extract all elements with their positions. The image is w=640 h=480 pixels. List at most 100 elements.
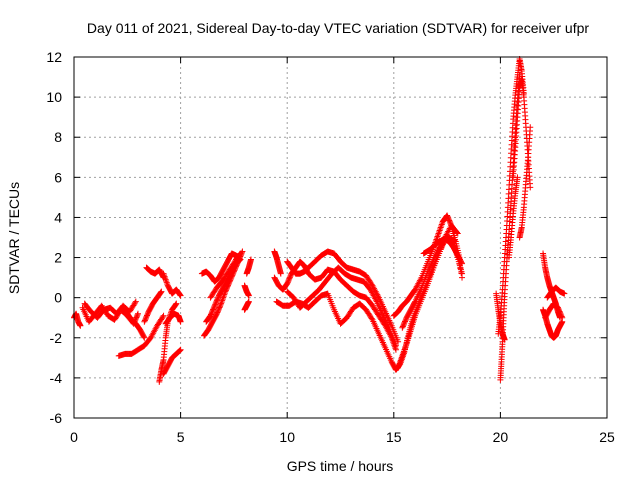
data-point (368, 315, 375, 322)
data-point (142, 314, 149, 321)
data-point (446, 218, 453, 225)
data-series-track-09 (160, 346, 184, 377)
data-series-track-16 (241, 282, 252, 299)
data-point (212, 301, 219, 308)
data-point (514, 174, 521, 181)
data-series-track-20 (271, 258, 399, 353)
data-point (215, 306, 222, 313)
data-point (561, 290, 568, 297)
data-point (217, 301, 224, 308)
data-point (207, 311, 214, 318)
data-point (445, 216, 452, 223)
data-series-track-31 (510, 76, 534, 191)
data-point (157, 289, 164, 296)
data-point (208, 310, 215, 317)
data-point (559, 314, 566, 321)
data-point (446, 217, 453, 224)
data-point (447, 221, 454, 228)
data-point (210, 305, 217, 312)
data-point (177, 291, 184, 298)
data-point (223, 286, 230, 293)
data-series-track-17 (243, 256, 254, 277)
data-point (215, 305, 222, 312)
data-point (141, 318, 148, 325)
data-points (71, 56, 568, 385)
data-point (399, 323, 406, 330)
y-tick-label: 12 (46, 49, 62, 65)
data-point (77, 322, 84, 329)
data-point (286, 274, 293, 281)
data-point (214, 309, 221, 316)
y-tick-label: -6 (50, 410, 63, 426)
data-series-track-04 (115, 312, 167, 359)
data-point (451, 238, 458, 245)
data-point (453, 243, 460, 250)
data-point (454, 247, 461, 254)
data-point (158, 288, 165, 295)
data-point (213, 297, 220, 304)
data-series-track-06 (141, 288, 165, 325)
x-tick-label: 10 (279, 429, 295, 445)
data-point (214, 295, 221, 302)
x-tick-label: 5 (177, 429, 185, 445)
data-point (401, 319, 408, 326)
data-point (400, 322, 407, 329)
data-point (216, 304, 223, 311)
data-series-track-21 (284, 248, 402, 345)
data-point (245, 298, 252, 305)
x-tick-label: 15 (386, 429, 402, 445)
data-point (177, 347, 184, 354)
plot-frame (73, 56, 608, 419)
data-point (144, 312, 151, 319)
data-point (555, 305, 562, 312)
data-point (159, 313, 166, 320)
data-point (133, 313, 140, 320)
data-point (176, 347, 183, 354)
y-tick-label: 8 (54, 129, 62, 145)
x-tick-label: 25 (599, 429, 615, 445)
data-series-track-05 (120, 304, 148, 341)
y-tick-label: 10 (46, 89, 62, 105)
chart-title: Day 011 of 2021, Sidereal Day-to-day VTE… (87, 20, 589, 36)
data-point (392, 342, 399, 349)
x-tick-label: 20 (493, 429, 509, 445)
data-point (285, 276, 292, 283)
data-point (209, 308, 216, 315)
data-point (177, 346, 184, 353)
data-series-track-18 (241, 298, 252, 313)
data-point (160, 312, 167, 319)
data-point (213, 298, 220, 305)
y-tick-label: 6 (54, 169, 62, 185)
data-point (237, 250, 244, 257)
data-point (210, 306, 217, 313)
data-series-track-33 (505, 174, 521, 261)
y-tick-label: 2 (54, 250, 62, 266)
data-point (456, 261, 463, 268)
data-point (211, 302, 218, 309)
data-point (143, 313, 150, 320)
data-point (177, 292, 184, 299)
data-point (236, 251, 243, 258)
data-point (527, 124, 534, 131)
data-series-track-27 (420, 234, 466, 281)
data-point (172, 301, 179, 308)
data-point (402, 317, 409, 324)
data-point (557, 309, 564, 316)
data-point (411, 299, 418, 306)
data-point (247, 256, 254, 263)
data-point (455, 252, 462, 259)
data-point (141, 334, 148, 341)
data-series-track-11 (160, 270, 184, 299)
data-point (444, 212, 451, 219)
x-tick-label: 0 (70, 429, 78, 445)
data-series-track-12 (198, 250, 244, 285)
data-point (134, 310, 141, 317)
data-point (214, 308, 221, 315)
data-point (557, 310, 564, 317)
data-point (284, 279, 291, 286)
data-point (209, 307, 216, 314)
data-point (401, 318, 408, 325)
data-point (286, 275, 293, 282)
